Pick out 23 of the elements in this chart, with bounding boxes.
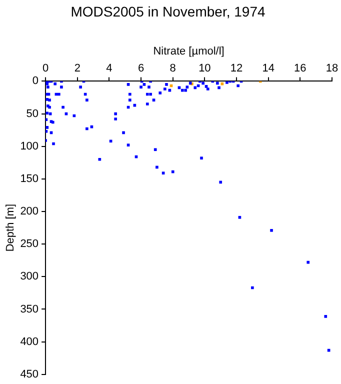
chart-title: MODS2005 in November, 1974: [70, 3, 266, 20]
x-tick-label: 4: [106, 62, 112, 75]
x-tick-label: 6: [138, 62, 144, 75]
x-tick-label: 16: [294, 62, 306, 75]
x-tick-label: 14: [262, 62, 274, 75]
y-tick-label: 300: [20, 270, 39, 283]
y-tick-label: 350: [20, 303, 39, 316]
y-tick-label: 0: [32, 75, 39, 88]
y-tick-label: 250: [20, 238, 39, 250]
y-tick-label: 450: [20, 368, 39, 380]
x-tick-label: 8: [170, 62, 176, 75]
x-axis-title: Nitrate [µmol/l]: [153, 45, 224, 58]
x-tick-label: 2: [74, 62, 80, 75]
y-tick-label: 100: [20, 140, 39, 152]
y-tick-label: 200: [20, 206, 39, 218]
x-tick-label: 0: [42, 62, 49, 75]
y-tick-label: 400: [20, 336, 39, 348]
y-axis-title: Depth [m]: [4, 204, 17, 252]
x-tick-label: 12: [230, 62, 243, 75]
x-tick-label: 10: [198, 62, 211, 75]
y-tick-label: 150: [20, 172, 39, 185]
x-tick-label: 18: [326, 62, 338, 75]
y-tick-label: 50: [26, 108, 39, 120]
